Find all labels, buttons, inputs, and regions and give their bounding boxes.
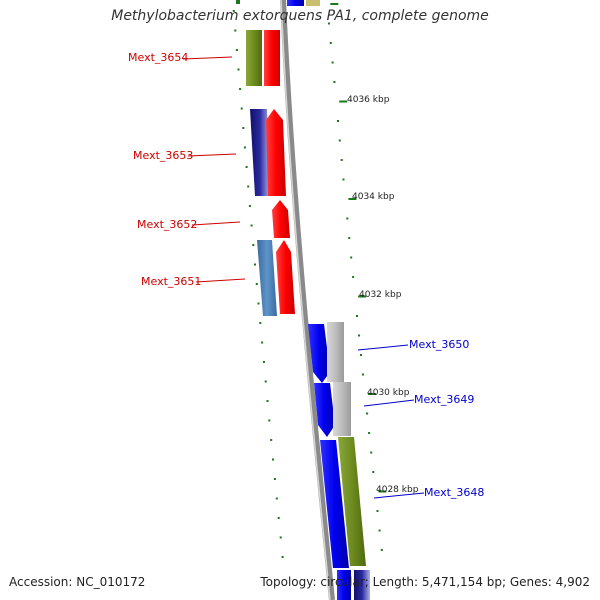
scale-tick [348,237,351,239]
scale-tick [376,510,379,512]
scale-tick [252,244,255,246]
gene-feature-mext-3654-pair[interactable] [246,30,280,86]
scale-tick [250,224,253,227]
scale-tick [339,100,348,103]
gene-label-mext-3653[interactable]: Mext_3653 [133,149,193,162]
accession-text: Accession: NC_010172 [9,575,146,589]
scale-tick [254,263,256,266]
scale-tick [378,490,387,493]
scale-tick [255,283,258,285]
gene-feature-mext-3650[interactable] [308,322,344,383]
gene-feature-mext-3649[interactable] [314,382,351,437]
scale-tick [273,478,276,480]
gene-label-mext-3652[interactable]: Mext_3652 [137,218,197,231]
scale-tick [370,451,373,454]
gene-feature-mext-3652[interactable] [272,200,290,238]
gene-label-mext-3649[interactable]: Mext_3649 [414,393,474,406]
scale-tick [352,276,355,278]
scale-tick [350,256,353,259]
scale-tick [368,393,376,395]
scale-tick [331,61,334,64]
scale-tick [261,341,264,344]
scale-tick [235,49,238,51]
scale-tick [257,302,260,305]
scale-tick [232,10,235,12]
scale-tick [333,81,336,83]
scale-tick [346,217,349,220]
scale-tick [243,146,246,149]
scale-ticks [232,3,387,558]
scale-tick [272,458,274,461]
scale-tick [264,380,267,383]
scale-tick [366,412,369,415]
scale-tick [328,22,330,25]
scale-label: 4028 kbp [376,485,419,495]
scale-tick [337,120,339,122]
gene-label-mext-3648[interactable]: Mext_3648 [424,486,484,499]
scale-tick [372,471,375,473]
scale-tick [338,139,341,142]
scale-label: 4032 kbp [359,290,402,300]
gene-labels-left: Mext_3654 Mext_3653 Mext_3652 Mext_3651 [128,51,201,288]
scale-tick [234,29,237,32]
leader-lines [182,56,425,499]
top-partial-genes [236,0,320,6]
scale-tick [358,295,367,298]
scale-tick [378,529,381,532]
scale-tick [342,178,345,181]
scale-tick [330,3,339,5]
scale-tick [348,198,357,200]
scale-tick [239,88,242,90]
scale-tick [356,315,358,317]
scale-label: 4034 kbp [352,192,395,202]
scale-tick [240,107,243,110]
gene-feature-mext-3653[interactable] [250,109,286,196]
scale-tick [242,127,245,129]
gene-feature-mext-3648[interactable] [320,437,366,568]
scale-tick [362,373,364,376]
bottom-partial-genes [337,570,370,600]
map-title: Methylobacterium extorquens PA1, complet… [111,8,489,24]
scale-tick [268,419,271,422]
gene-label-mext-3650[interactable]: Mext_3650 [409,338,469,351]
scale-tick [247,185,250,188]
scale-tick [277,517,280,519]
scale-labels: 4036 kbp 4034 kbp 4032 kbp 4030 kbp 4028… [347,95,419,495]
scale-tick [279,536,282,539]
scale-tick [358,334,360,337]
scale-tick [360,354,362,356]
scale-tick [259,322,262,324]
scale-tick [340,159,343,161]
gene-labels-right: Mext_3650 Mext_3649 Mext_3648 [409,338,484,499]
gene-label-mext-3654[interactable]: Mext_3654 [128,51,188,64]
scale-tick [275,497,278,500]
scale-tick [248,205,251,207]
scale-label: 4030 kbp [367,388,410,398]
scale-tick [281,556,284,558]
scale-tick [329,42,332,44]
scale-tick [237,68,240,71]
scale-tick [368,432,371,434]
scale-tick [270,439,273,441]
scale-label: 4036 kbp [347,95,390,105]
scale-tick [245,166,248,168]
gene-feature-mext-3651[interactable] [257,240,295,316]
gene-label-mext-3651[interactable]: Mext_3651 [141,275,201,288]
genome-summary-text: Topology: circular; Length: 5,471,154 bp… [260,575,590,589]
genome-backbone [280,0,335,600]
scale-tick [262,361,265,363]
scale-tick [266,400,269,402]
scale-tick [380,549,383,551]
